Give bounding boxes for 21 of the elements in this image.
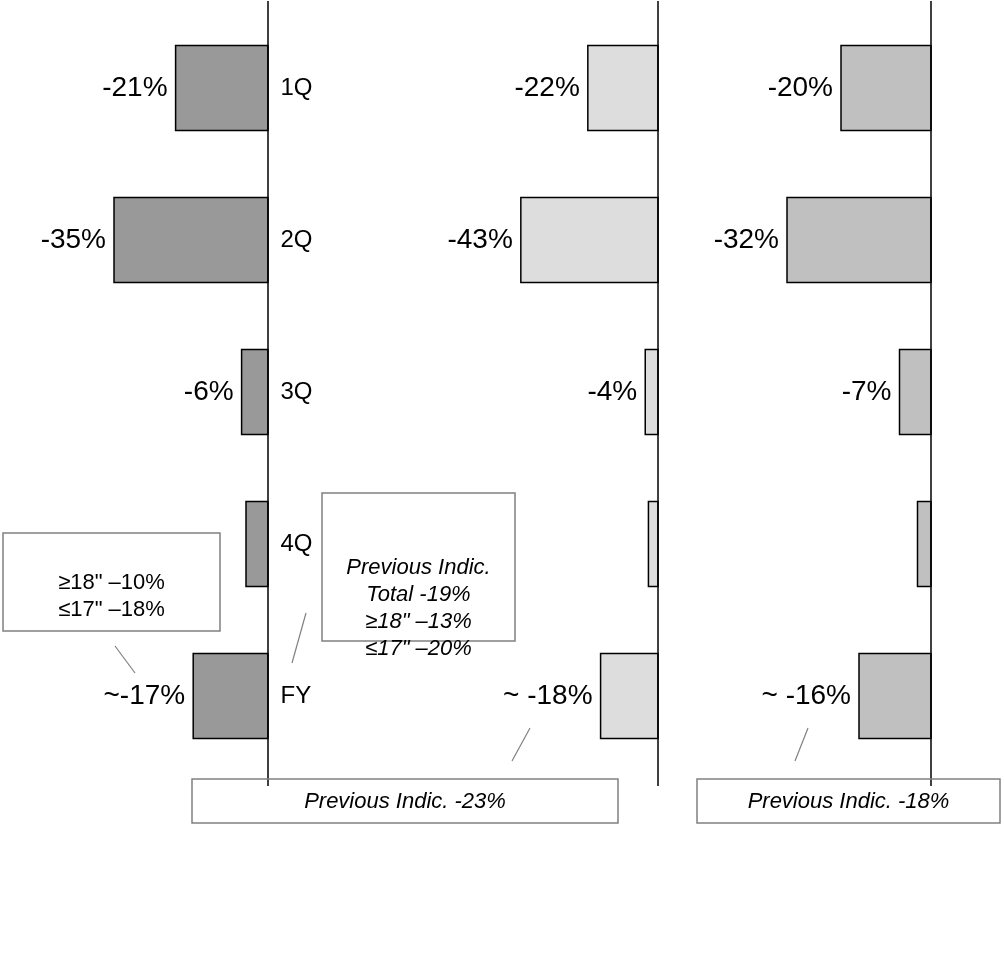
data-label: -21% [102, 71, 168, 102]
data-label: ~-17% [103, 679, 186, 710]
data-label: -35% [40, 223, 106, 254]
text: Previous Indic. -23% [304, 788, 506, 813]
data-label: -22% [514, 71, 580, 102]
text: Previous Indic. Total -19% ≥18" –13% ≤17" –20% [346, 554, 491, 660]
data-label: -7% [841, 375, 892, 406]
data-label: -6% [183, 375, 234, 406]
data-label: -20% [767, 71, 833, 102]
y-tick-label: 3Q [280, 377, 313, 404]
y-tick-label: 2Q [280, 225, 313, 252]
data-label: -43% [447, 223, 513, 254]
y-tick-label: 1Q [280, 73, 313, 100]
data-label: ~ -18% [503, 679, 593, 710]
y-tick-label: FY [280, 681, 312, 708]
data-label: ~ -16% [761, 679, 851, 710]
data-label: -32% [713, 223, 779, 254]
annotation: ≥18" –10% ≤17" –18% [58, 569, 165, 621]
y-tick-label: 4Q [280, 529, 313, 556]
data-label: -4% [587, 375, 638, 406]
text: Previous Indic. -18% [747, 788, 950, 813]
